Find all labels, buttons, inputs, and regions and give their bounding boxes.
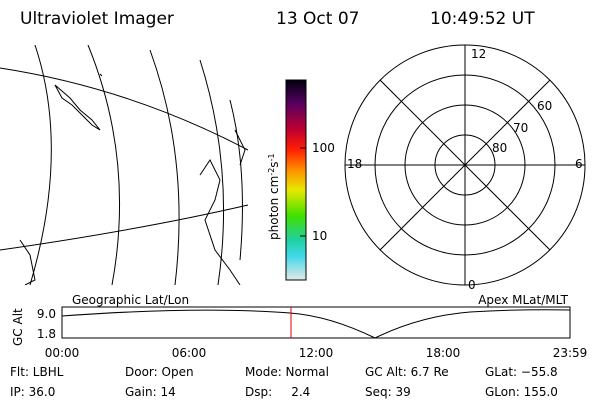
colorbar bbox=[285, 79, 307, 281]
status-field: Flt: LBHL bbox=[10, 365, 64, 379]
altitude-ytick: 1.8 bbox=[37, 327, 56, 341]
colorbar-label: photon cm-2s-1 bbox=[267, 153, 281, 240]
altitude-ylabel: GC Alt bbox=[11, 308, 25, 346]
label-text: photon cm bbox=[267, 176, 281, 240]
status-field: Mode: Normal bbox=[245, 365, 329, 379]
label-text: s bbox=[267, 161, 281, 167]
altitude-ytick: 9.0 bbox=[37, 307, 56, 321]
altitude-xtick: 12:00 bbox=[299, 346, 334, 360]
altitude-xtick: 23:59 bbox=[553, 346, 588, 360]
altitude-xtick: 18:00 bbox=[426, 346, 461, 360]
mlat-label: 70 bbox=[513, 121, 528, 135]
time: 10:49:52 UT bbox=[430, 9, 535, 29]
status-field: Seq: 39 bbox=[365, 385, 411, 399]
polar-plot bbox=[344, 44, 586, 286]
date: 13 Oct 07 bbox=[276, 9, 359, 29]
caption: Apex MLat/MLT bbox=[478, 293, 568, 307]
title: Ultraviolet Imager bbox=[20, 9, 174, 29]
footer: Flt: LBHL Door: Open Mode: Normal GC Alt: 6… bbox=[10, 365, 558, 399]
caption: Geographic Lat/Lon bbox=[72, 293, 189, 307]
mlt-label: 6 bbox=[575, 157, 583, 171]
altitude-plot bbox=[61, 306, 571, 339]
label-exp: -1 bbox=[267, 153, 276, 161]
status-field: GLon: 155.0 bbox=[485, 385, 558, 399]
status-field: Gain: 14 bbox=[125, 385, 176, 399]
mlt-label: 12 bbox=[471, 47, 486, 61]
status-field: GC Alt: 6.7 Re bbox=[365, 365, 449, 379]
status-field: Dsp: 2.4 bbox=[245, 385, 310, 399]
mlat-label: 60 bbox=[537, 99, 552, 113]
label-exp: -2 bbox=[267, 168, 276, 176]
altitude-xtick: 06:00 bbox=[172, 346, 207, 360]
status-field: IP: 36.0 bbox=[10, 385, 55, 399]
colorbar-tick: 100 bbox=[312, 141, 335, 155]
colorbar-ticks bbox=[300, 147, 306, 237]
map bbox=[0, 45, 249, 285]
colorbar-tick: 10 bbox=[312, 229, 327, 243]
mlt-label: 18 bbox=[347, 157, 362, 171]
status-field: Door: Open bbox=[125, 365, 194, 379]
mlat-label: 80 bbox=[492, 141, 507, 155]
altitude-xtick: 00:00 bbox=[45, 346, 80, 360]
status-field: GLat: −55.8 bbox=[485, 365, 558, 379]
mlt-label: 0 bbox=[468, 278, 476, 292]
